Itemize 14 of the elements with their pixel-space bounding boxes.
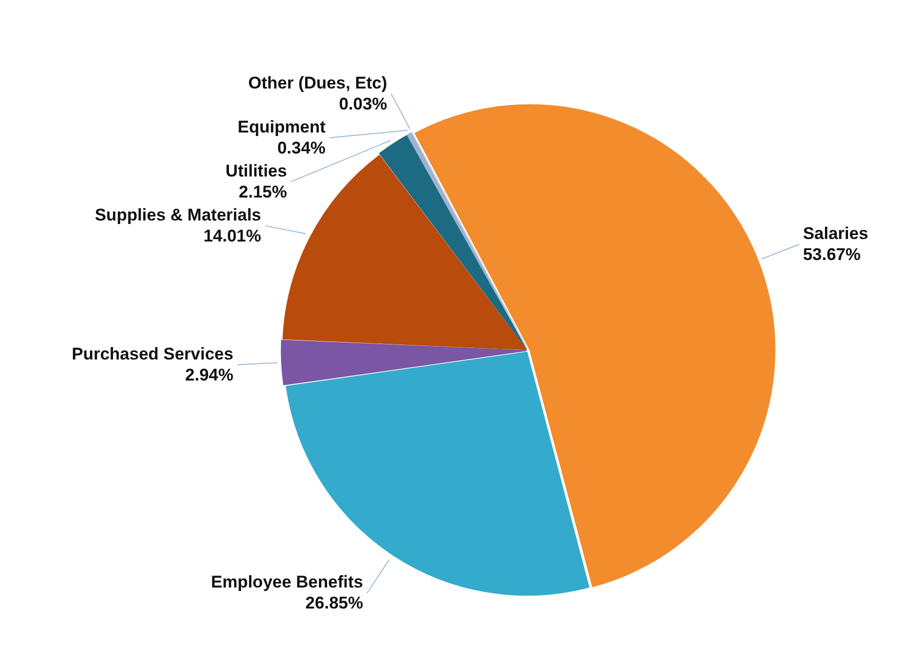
slice-label: Other (Dues, Etc) bbox=[248, 73, 388, 92]
slice-label: Salaries bbox=[802, 224, 868, 244]
data-label: 2.15% bbox=[238, 182, 287, 202]
slice-label: Purchased Services bbox=[72, 344, 234, 364]
slice-label: Supplies & Materials bbox=[94, 205, 262, 224]
data-label: 53.67% bbox=[802, 245, 861, 264]
data-label: 0.34% bbox=[277, 138, 326, 158]
slice-label: Utilities bbox=[226, 161, 287, 180]
slice-label: Employee Benefits bbox=[210, 572, 364, 592]
data-label: 14.01% bbox=[203, 226, 262, 246]
slice-label: Equipment bbox=[238, 117, 326, 136]
data-label: 0.03% bbox=[338, 94, 388, 114]
data-label: 26.85% bbox=[305, 594, 364, 613]
data-label: 2.94% bbox=[185, 365, 234, 384]
